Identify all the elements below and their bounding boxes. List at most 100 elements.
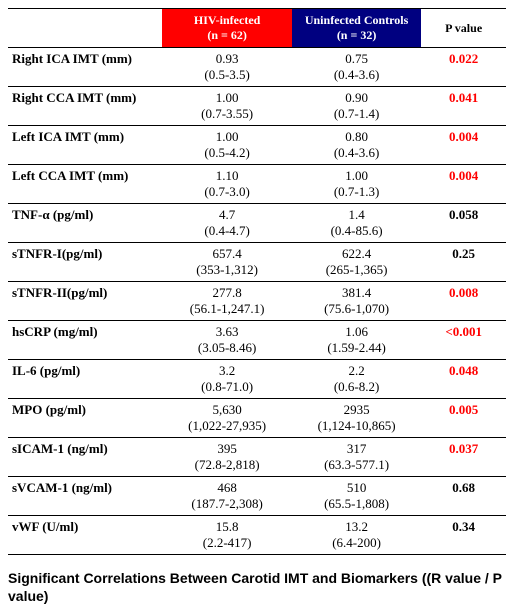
ctrl-range: (75.6-1,070) (296, 301, 417, 317)
table-row: Right ICA IMT (mm) 0.93(0.5-3.5) 0.75(0.4-… (8, 48, 506, 87)
p-value: 0.25 (421, 243, 506, 282)
hiv-value: 3.2 (219, 363, 235, 378)
hiv-cell: 1.00(0.7-3.55) (162, 87, 291, 126)
hiv-cell: 1.00(0.5-4.2) (162, 126, 291, 165)
ctrl-value: 1.4 (348, 207, 364, 222)
header-row: HIV-infected(n = 62) Uninfected Controls… (8, 9, 506, 48)
row-label: Left CCA IMT (mm) (8, 165, 162, 204)
ctrl-cell: 1.00(0.7-1.3) (292, 165, 421, 204)
hiv-value: 0.93 (216, 51, 239, 66)
ctrl-value: 1.00 (345, 168, 368, 183)
p-value: 0.004 (421, 126, 506, 165)
ctrl-cell: 1.4(0.4-85.6) (292, 204, 421, 243)
p-value: 0.68 (421, 477, 506, 516)
hiv-value: 468 (217, 480, 237, 495)
row-label: Right ICA IMT (mm) (8, 48, 162, 87)
ctrl-range: (0.4-3.6) (296, 145, 417, 161)
ctrl-value: 381.4 (342, 285, 371, 300)
p-value: 0.041 (421, 87, 506, 126)
hiv-range: (0.8-71.0) (166, 379, 287, 395)
table-row: Left CCA IMT (mm)1.10(0.7-3.0)1.00(0.7-1… (8, 165, 506, 204)
p-value: <0.001 (421, 321, 506, 360)
hiv-range: (1,022-27,935) (166, 418, 287, 434)
ctrl-cell: 13.2(6.4-200) (292, 516, 421, 555)
ctrl-cell: 0.90(0.7-1.4) (292, 87, 421, 126)
row-label: sTNFR-I(pg/ml) (8, 243, 162, 282)
ctrl-range: (63.3-577.1) (296, 457, 417, 473)
ctrl-cell: 2.2(0.6-8.2) (292, 360, 421, 399)
header-ctrl: Uninfected Controls(n = 32) (292, 9, 421, 48)
hiv-cell: 3.2(0.8-71.0) (162, 360, 291, 399)
hiv-value: 657.4 (212, 246, 241, 261)
ctrl-value: 510 (347, 480, 367, 495)
p-value: 0.008 (421, 282, 506, 321)
table-row: sVCAM-1 (ng/ml)468(187.7-2,308)510(65.5-… (8, 477, 506, 516)
p-value: 0.005 (421, 399, 506, 438)
hiv-cell: 657.4(353-1,312) (162, 243, 291, 282)
ctrl-value: 13.2 (345, 519, 368, 534)
table-row: TNF-α (pg/ml)4.7(0.4-4.7)1.4(0.4-85.6)0.… (8, 204, 506, 243)
ctrl-range: (0.7-1.3) (296, 184, 417, 200)
hiv-range: (72.8-2,818) (166, 457, 287, 473)
ctrl-value: 2.2 (348, 363, 364, 378)
ctrl-cell: 622.4(265-1,365) (292, 243, 421, 282)
ctrl-cell: 1.06(1.59-2.44) (292, 321, 421, 360)
header-p: P value (421, 9, 506, 48)
hiv-value: 277.8 (212, 285, 241, 300)
hiv-cell: 468(187.7-2,308) (162, 477, 291, 516)
row-label: Right CCA IMT (mm) (8, 87, 162, 126)
ctrl-range: (6.4-200) (296, 535, 417, 551)
p-value: 0.058 (421, 204, 506, 243)
row-label: vWF (U/ml) (8, 516, 162, 555)
hiv-cell: 4.7(0.4-4.7) (162, 204, 291, 243)
table-row: MPO (pg/ml)5,630(1,022-27,935)2935(1,124… (8, 399, 506, 438)
ctrl-range: (0.4-3.6) (296, 67, 417, 83)
ctrl-value: 0.75 (345, 51, 368, 66)
table-row: sTNFR-I(pg/ml)657.4(353-1,312)622.4(265-… (8, 243, 506, 282)
header-hiv: HIV-infected(n = 62) (162, 9, 291, 48)
hiv-value: 1.10 (216, 168, 239, 183)
hiv-range: (2.2-417) (166, 535, 287, 551)
ctrl-value: 622.4 (342, 246, 371, 261)
ctrl-cell: 317(63.3-577.1) (292, 438, 421, 477)
hiv-cell: 3.63(3.05-8.46) (162, 321, 291, 360)
table-row: IL-6 (pg/ml)3.2(0.8-71.0)2.2(0.6-8.2)0.0… (8, 360, 506, 399)
ctrl-value: 0.90 (345, 90, 368, 105)
ctrl-range: (65.5-1,808) (296, 496, 417, 512)
hiv-cell: 1.10(0.7-3.0) (162, 165, 291, 204)
ctrl-value: 2935 (344, 402, 370, 417)
table-caption: Significant Correlations Between Carotid… (8, 569, 506, 605)
hiv-value: 3.63 (216, 324, 239, 339)
ctrl-range: (265-1,365) (296, 262, 417, 278)
hiv-range: (0.5-4.2) (166, 145, 287, 161)
p-value: 0.022 (421, 48, 506, 87)
hiv-value: 395 (217, 441, 237, 456)
hiv-range: (56.1-1,247.1) (166, 301, 287, 317)
table-row: vWF (U/ml)15.8(2.2-417)13.2(6.4-200)0.34 (8, 516, 506, 555)
table-row: Right CCA IMT (mm)1.00(0.7-3.55)0.90(0.7… (8, 87, 506, 126)
row-label: MPO (pg/ml) (8, 399, 162, 438)
row-label: hsCRP (mg/ml) (8, 321, 162, 360)
hiv-range: (0.7-3.0) (166, 184, 287, 200)
hiv-value: 1.00 (216, 129, 239, 144)
ctrl-range: (1,124-10,865) (296, 418, 417, 434)
ctrl-value: 1.06 (345, 324, 368, 339)
hiv-range: (0.5-3.5) (166, 67, 287, 83)
hiv-cell: 277.8(56.1-1,247.1) (162, 282, 291, 321)
row-label: sVCAM-1 (ng/ml) (8, 477, 162, 516)
table-row: hsCRP (mg/ml)3.63(3.05-8.46)1.06(1.59-2.… (8, 321, 506, 360)
hiv-range: (187.7-2,308) (166, 496, 287, 512)
row-label: sTNFR-II(pg/ml) (8, 282, 162, 321)
ctrl-cell: 2935(1,124-10,865) (292, 399, 421, 438)
p-value: 0.34 (421, 516, 506, 555)
hiv-range: (0.7-3.55) (166, 106, 287, 122)
ctrl-cell: 510(65.5-1,808) (292, 477, 421, 516)
hiv-cell: 15.8(2.2-417) (162, 516, 291, 555)
ctrl-cell: 381.4(75.6-1,070) (292, 282, 421, 321)
ctrl-cell: 0.75(0.4-3.6) (292, 48, 421, 87)
p-value: 0.037 (421, 438, 506, 477)
table-row: sICAM-1 (ng/ml) 395(72.8-2,818) 317(63.3-5… (8, 438, 506, 477)
table-row: sTNFR-II(pg/ml)277.8(56.1-1,247.1)381.4(… (8, 282, 506, 321)
row-label: sICAM-1 (ng/ml) (8, 438, 162, 477)
ctrl-range: (0.6-8.2) (296, 379, 417, 395)
